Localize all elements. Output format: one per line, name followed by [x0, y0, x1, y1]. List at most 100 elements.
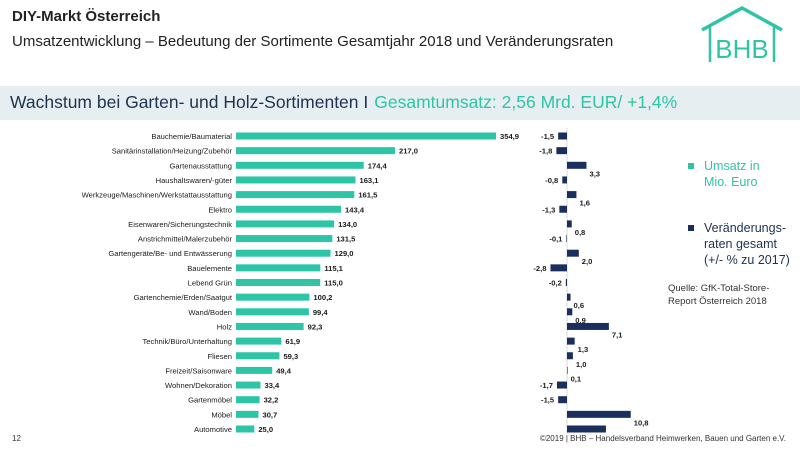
umsatz-value-label: 129,0 — [335, 249, 354, 258]
legend-veraenderung-swatch — [688, 225, 694, 231]
page-number: 12 — [12, 434, 21, 443]
umsatz-bar — [236, 396, 260, 404]
umsatz-value-label: 30,7 — [262, 410, 277, 419]
category-label: Gartenchemie/Erden/Saatgut — [134, 293, 233, 302]
category-label: Gartenausstattung — [170, 161, 232, 170]
umsatz-value-label: 115,0 — [324, 279, 343, 288]
change-bar — [556, 147, 567, 155]
change-bar — [567, 249, 579, 257]
umsatz-bar — [236, 249, 331, 257]
headline-accent: Gesamtumsatz: 2,56 Mrd. EUR/ +1,4% — [374, 92, 678, 112]
umsatz-value-label: 99,4 — [313, 308, 329, 317]
change-value-label: 1,0 — [576, 360, 587, 369]
umsatz-bar — [236, 176, 356, 184]
umsatz-value-label: 92,3 — [308, 322, 323, 331]
change-value-label: 0,6 — [574, 301, 585, 310]
category-label: Möbel — [211, 410, 232, 419]
change-value-label: -1,3 — [542, 205, 555, 214]
category-label: Werkzeuge/Maschinen/Werkstattausstattung — [82, 191, 232, 200]
umsatz-bar — [236, 322, 304, 330]
source-line1: Quelle: GfK-Total-Store- — [668, 283, 770, 294]
change-value-label: -2,8 — [533, 264, 546, 273]
change-bar — [567, 293, 571, 301]
legend-veraenderung-label: Veränderungs- raten gesamt (+/- % zu 201… — [704, 220, 790, 268]
umsatz-bar — [236, 235, 333, 243]
legend-umsatz-label: Umsatz in Mio. Euro — [704, 158, 760, 190]
legend-veraenderung-line2: raten gesamt — [704, 237, 777, 251]
change-value-label: -1,7 — [540, 381, 553, 390]
umsatz-value-label: 59,3 — [283, 352, 298, 361]
change-value-label: 6,6 — [609, 433, 620, 434]
change-value-label: 0,1 — [571, 374, 582, 383]
change-bar — [567, 191, 577, 199]
umsatz-bar — [236, 425, 255, 433]
category-label: Bauchemie/Baumaterial — [151, 132, 232, 141]
legend-veraenderung-line1: Veränderungs- — [704, 221, 787, 235]
change-value-label: -1,5 — [541, 396, 555, 405]
umsatz-value-label: 100,2 — [313, 293, 332, 302]
umsatz-bar — [236, 410, 259, 418]
change-bar — [556, 381, 567, 389]
change-bar — [567, 220, 572, 228]
change-bar — [565, 279, 567, 286]
change-bar — [558, 396, 567, 404]
umsatz-bar — [236, 308, 309, 316]
umsatz-bar — [236, 366, 273, 374]
page-title: DIY-Markt Österreich — [12, 8, 161, 25]
umsatz-bar — [236, 205, 342, 213]
category-label: Freizeit/Saisonware — [165, 366, 232, 375]
umsatz-bar — [236, 293, 310, 301]
change-bar — [550, 264, 567, 272]
change-bar — [567, 352, 573, 360]
category-label: Gartenmöbel — [188, 396, 232, 405]
umsatz-value-label: 217,0 — [399, 147, 418, 156]
umsatz-bar — [236, 147, 395, 155]
category-label: Technik/Büro/Unterhaltung — [143, 337, 233, 346]
change-value-label: 3,3 — [589, 169, 600, 178]
source-note: Quelle: GfK-Total-Store- Report Österrei… — [668, 282, 788, 308]
legend-umsatz-line2: Mio. Euro — [704, 175, 758, 189]
change-value-label: -0,2 — [549, 279, 562, 288]
change-bar — [567, 425, 606, 433]
bhb-logo: BHB — [701, 6, 783, 64]
change-value-label: 2,0 — [582, 257, 593, 266]
category-label: Anstrichmittel/Malerzubehör — [138, 235, 233, 244]
umsatz-value-label: 354,9 — [500, 132, 519, 141]
change-bar — [567, 410, 631, 418]
umsatz-value-label: 174,4 — [368, 161, 388, 170]
headline-main: Wachstum bei Garten- und Holz-Sortimente… — [10, 92, 369, 112]
umsatz-bar — [236, 161, 364, 169]
change-value-label: 0,9 — [575, 316, 586, 325]
category-label: Elektro — [208, 205, 232, 214]
umsatz-value-label: 61,9 — [285, 337, 300, 346]
category-label: Automotive — [194, 425, 232, 434]
umsatz-bar — [236, 264, 321, 272]
change-value-label: 10,8 — [634, 418, 649, 427]
umsatz-value-label: 25,0 — [258, 425, 273, 434]
category-label: Bauelemente — [187, 264, 232, 273]
change-bar — [566, 235, 568, 243]
category-label: Gartengeräte/Be- und Entwässerung — [108, 249, 232, 258]
legend-umsatz-swatch — [688, 163, 694, 169]
change-value-label: -1,5 — [541, 132, 555, 141]
umsatz-value-label: 32,2 — [264, 396, 279, 405]
headline-band — [0, 86, 800, 120]
umsatz-value-label: 134,0 — [338, 220, 357, 229]
change-bar — [567, 322, 609, 330]
category-label: Eisenwaren/Sicherungstechnik — [128, 220, 232, 229]
source-line2: Report Österreich 2018 — [668, 296, 767, 307]
change-value-label: -1,8 — [539, 147, 552, 156]
change-bar — [567, 337, 575, 345]
change-value-label: 7,1 — [612, 330, 623, 339]
category-label: Haushaltswaren/-güter — [156, 176, 233, 185]
change-value-label: -0,8 — [545, 176, 558, 185]
footer-copyright: ©2019 | BHB – Handelsverband Heimwerken,… — [539, 434, 786, 443]
chart: Bauchemie/Baumaterial 354,9 -1,5 Sanitärins… — [82, 128, 649, 434]
category-label: Wand/Boden — [188, 308, 232, 317]
change-bar — [562, 176, 567, 184]
change-bar — [559, 205, 567, 213]
umsatz-value-label: 143,4 — [345, 205, 365, 214]
category-label: Holz — [217, 322, 232, 331]
page-subtitle: Umsatzentwicklung – Bedeutung der Sortim… — [12, 33, 614, 50]
change-value-label: 1,6 — [579, 199, 590, 208]
